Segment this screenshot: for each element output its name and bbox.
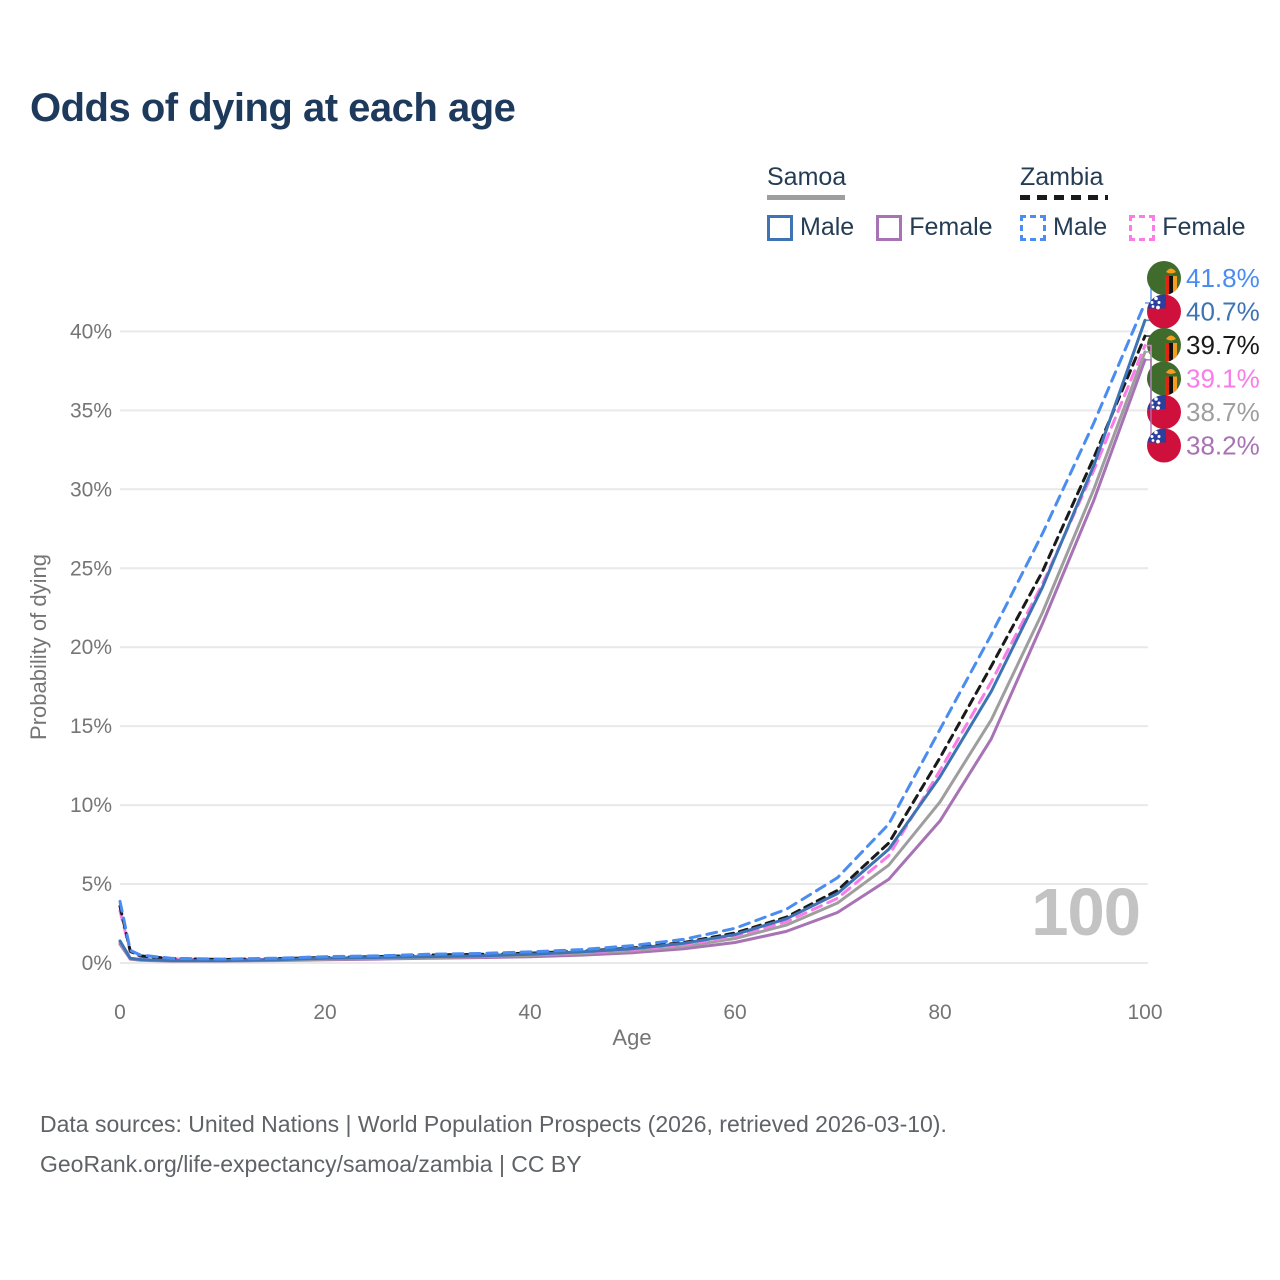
x-tick-label: 80 (928, 1001, 951, 1024)
legend-samoa-female-item[interactable]: Female (876, 213, 993, 242)
legend-samoa-line-swatch (767, 195, 845, 200)
y-tick-label: 0% (82, 952, 112, 975)
footer: Data sources: United Nations | World Pop… (40, 1104, 947, 1184)
x-tick-label: 0 (114, 1001, 126, 1024)
x-tick-label: 20 (313, 1001, 336, 1024)
x-axis-title: Age (612, 1025, 651, 1050)
legend-group-samoa: Samoa Male Female (767, 163, 993, 242)
legend-zambia-male-label: Male (1053, 213, 1108, 241)
series-samoa-total-line[interactable] (118, 350, 1147, 963)
y-axis-title: Probability of dying (26, 554, 51, 740)
zambia-flag-icon (1147, 361, 1181, 396)
legend-group-zambia: Zambia Male Female (1020, 163, 1246, 242)
y-tick-label: 25% (70, 557, 112, 580)
x-tick-label: 60 (723, 1001, 746, 1024)
series-samoa-female-line[interactable] (118, 358, 1147, 963)
zambia-female-checkbox[interactable] (1129, 214, 1156, 241)
series-samoa-male-line[interactable] (118, 318, 1147, 963)
samoa-flag-icon (1147, 294, 1181, 329)
end-label-zambia-total: 39.7% (1186, 330, 1260, 360)
footer-sources-line: Data sources: United Nations | World Pop… (40, 1111, 947, 1137)
samoa-female-checkbox[interactable] (876, 214, 903, 241)
end-label-samoa-male: 40.7% (1186, 297, 1260, 327)
samoa-flag-icon (1147, 428, 1181, 463)
end-label-zambia-female: 39.1% (1186, 364, 1260, 394)
x-tick-label: 100 (1127, 1001, 1162, 1024)
end-label-samoa-total: 38.7% (1186, 397, 1260, 427)
legend-zambia-male-item[interactable]: Male (1020, 213, 1107, 242)
max-age-watermark: 100 (1031, 875, 1141, 950)
page-title: Odds of dying at each age (30, 86, 516, 130)
legend-zambia-line-swatch (1020, 195, 1108, 200)
series-zambia-male-line[interactable] (118, 301, 1147, 961)
legend-zambia-female-label: Female (1162, 213, 1246, 241)
legend-samoa-female-label: Female (909, 213, 993, 241)
y-tick-label: 15% (70, 715, 112, 738)
legend-zambia-female-item[interactable]: Female (1129, 213, 1246, 242)
legend-zambia-title: Zambia (1020, 163, 1104, 191)
legend-samoa-title: Samoa (767, 163, 847, 191)
end-label-zambia-male: 41.8% (1186, 263, 1260, 293)
y-tick-label: 20% (70, 636, 112, 659)
legend-samoa-male-label: Male (800, 213, 855, 241)
legend-samoa-male-item[interactable]: Male (767, 213, 854, 242)
series-zambia-female-line[interactable] (118, 344, 1147, 962)
x-tick-label: 40 (518, 1001, 541, 1024)
end-label-samoa-female: 38.2% (1186, 431, 1260, 461)
y-tick-label: 10% (70, 794, 112, 817)
y-tick-label: 35% (70, 399, 112, 422)
samoa-flag-icon (1147, 395, 1181, 429)
y-tick-label: 40% (70, 320, 112, 343)
y-tick-label: 5% (82, 873, 112, 896)
footer-attribution-line: GeoRank.org/life-expectancy/samoa/zambia… (40, 1151, 582, 1177)
legend-samoa-items: Male Female (767, 213, 993, 242)
y-tick-label: 30% (70, 478, 112, 501)
zambia-flag-icon (1147, 261, 1181, 295)
legend-zambia-items: Male Female (1020, 213, 1246, 242)
samoa-male-checkbox[interactable] (767, 214, 793, 241)
zambia-flag-icon (1147, 328, 1181, 362)
zambia-male-checkbox[interactable] (1020, 214, 1046, 241)
